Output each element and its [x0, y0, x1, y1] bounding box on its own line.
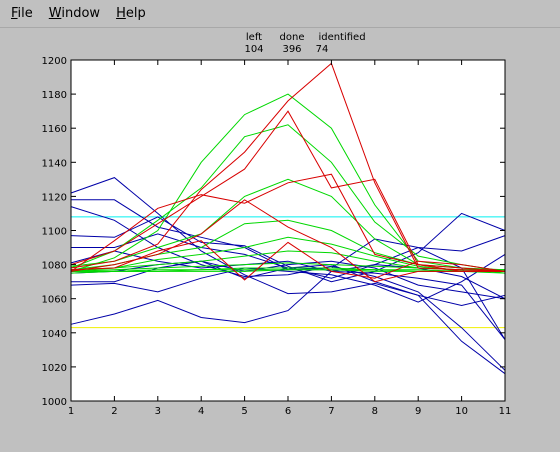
status-done-value: 396: [282, 44, 301, 55]
series-line-7: [70, 260, 506, 300]
y-tick-label: 1020: [42, 363, 67, 374]
figure-canvas: left done identified 104 396 74 10001020…: [42, 32, 512, 417]
x-tick-label: 11: [499, 406, 512, 417]
x-tick-label: 10: [455, 406, 468, 417]
series-line-10: [70, 246, 506, 340]
status-done-label: done: [280, 32, 305, 43]
y-tick-label: 1040: [42, 329, 67, 340]
x-tick-label: 2: [111, 406, 117, 417]
y-tick-label: 1100: [42, 227, 67, 238]
x-tick-label: 5: [241, 406, 247, 417]
x-tick-label: 8: [372, 406, 378, 417]
series-line-12: [70, 124, 506, 272]
series-line-18: [71, 267, 505, 272]
y-tick-label: 1200: [42, 56, 67, 67]
menu-window[interactable]: Window: [48, 6, 101, 21]
series-line-9: [70, 253, 506, 303]
y-axis: 1000 1020 1040 1060 1080 1100 1120 1140 1160 1180…: [42, 56, 505, 408]
y-tick-label: 1180: [42, 90, 67, 101]
series-line-15: [70, 236, 505, 272]
x-tick-label: 9: [415, 406, 421, 417]
reference-lines: [71, 216, 505, 329]
x-tick-label: 1: [68, 406, 74, 417]
menu-bar: File Window Help: [0, 0, 560, 28]
x-tick-label: 4: [198, 406, 204, 417]
series-line-21: [70, 110, 506, 272]
figure-window: left done identified 104 396 74 1000 1020…: [0, 28, 560, 448]
x-tick-label: 3: [155, 406, 161, 417]
x-tick-label: 6: [285, 406, 291, 417]
menu-file[interactable]: File: [11, 6, 33, 21]
series-line-1: [70, 177, 506, 375]
y-tick-label: 1140: [42, 158, 67, 169]
series-line-25: [70, 199, 505, 283]
x-tick-label: 7: [328, 406, 334, 417]
status-left-value: 104: [244, 44, 263, 55]
series-line-11: [70, 93, 506, 274]
y-tick-label: 1120: [42, 192, 67, 203]
series-line-23: [70, 62, 506, 272]
status-identified-value: 74: [316, 44, 329, 55]
series-line-4: [70, 212, 506, 283]
y-tick-label: 1060: [42, 295, 67, 306]
status-left-label: left: [246, 32, 262, 43]
x-axis: 1 2 3 4 5 6 7 8 9 10 11: [68, 60, 512, 417]
series-line-22: [70, 173, 505, 272]
y-tick-label: 1080: [42, 261, 67, 272]
status-identified-label: identified: [318, 32, 365, 43]
menu-help[interactable]: Help: [116, 6, 146, 21]
y-tick-label: 1000: [42, 397, 67, 408]
y-tick-label: 1160: [42, 124, 67, 135]
series-lines: [70, 62, 506, 375]
series-line-24: [70, 240, 506, 281]
